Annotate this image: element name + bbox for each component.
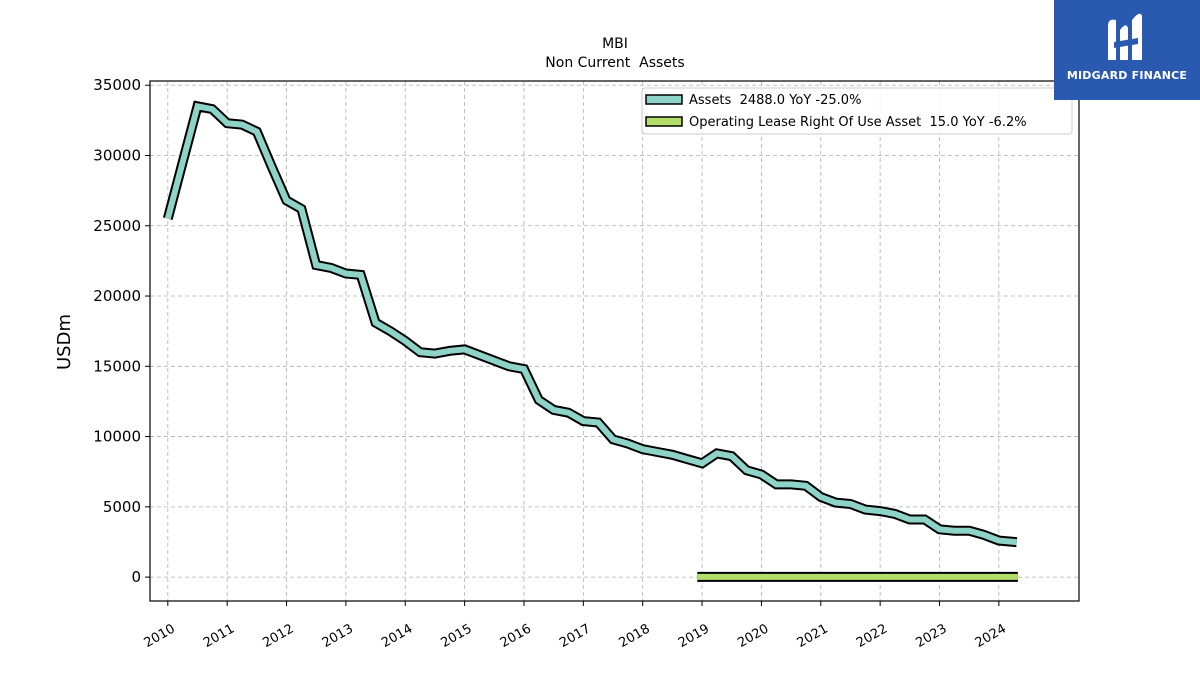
chart-subtitle: Non Current Assets xyxy=(545,55,684,71)
x-tick-label: 2020 xyxy=(735,621,771,651)
x-tick-label: 2022 xyxy=(854,621,890,651)
y-tick-label: 15000 xyxy=(93,357,141,375)
legend-swatch-assets xyxy=(645,94,683,105)
legend-box xyxy=(641,87,1073,135)
legend: Assets 2488.0 YoY -25.0% Operating Lease… xyxy=(641,87,1073,135)
y-tick-label: 35000 xyxy=(93,76,141,94)
x-tick-label: 2024 xyxy=(973,621,1009,651)
x-tick-label: 2016 xyxy=(498,621,534,651)
x-tick-label: 2011 xyxy=(201,621,237,651)
x-tick-label: 2012 xyxy=(260,621,296,651)
legend-swatch-lease xyxy=(645,116,683,127)
y-axis-label: USDm xyxy=(54,314,75,370)
plot-frame xyxy=(149,80,1080,602)
x-tick-label: 2014 xyxy=(379,621,415,651)
y-tick-label: 25000 xyxy=(93,217,141,235)
x-tick-label: 2018 xyxy=(617,621,653,651)
x-tick-label: 2010 xyxy=(142,621,178,651)
series-line-outline xyxy=(162,100,1018,548)
y-tick-label: 5000 xyxy=(103,498,141,516)
y-tick-label: 20000 xyxy=(93,287,141,305)
logo-mark-icon xyxy=(1108,13,1142,61)
legend-entry-lease: Operating Lease Right Of Use Asset 15.0 … xyxy=(689,115,1027,130)
y-tick-label: 10000 xyxy=(93,428,141,446)
series-layer xyxy=(162,100,1018,582)
chart-title: MBI xyxy=(602,36,628,52)
grid xyxy=(150,81,1079,601)
y-tick-label: 0 xyxy=(131,568,141,586)
x-tick-label: 2013 xyxy=(320,621,356,651)
y-axis: 0 5000 10000 15000 20000 25000 30000 35000 xyxy=(93,76,150,586)
x-axis: 2010 2011 2012 2013 2014 2015 2016 2017 2018 2019… xyxy=(142,601,1009,651)
legend-entry-assets: Assets 2488.0 YoY -25.0% xyxy=(689,93,861,108)
logo-text: MIDGARD FINANCE xyxy=(1066,69,1188,82)
series-0 xyxy=(162,100,1018,548)
x-tick-label: 2019 xyxy=(676,621,712,651)
midgard-finance-logo: MIDGARD FINANCE xyxy=(1054,0,1200,100)
x-tick-label: 2023 xyxy=(913,621,949,651)
x-tick-label: 2021 xyxy=(795,621,831,651)
series-line xyxy=(164,102,1017,546)
y-tick-label: 30000 xyxy=(93,146,141,164)
x-tick-label: 2015 xyxy=(438,621,474,651)
x-tick-label: 2017 xyxy=(557,621,593,651)
